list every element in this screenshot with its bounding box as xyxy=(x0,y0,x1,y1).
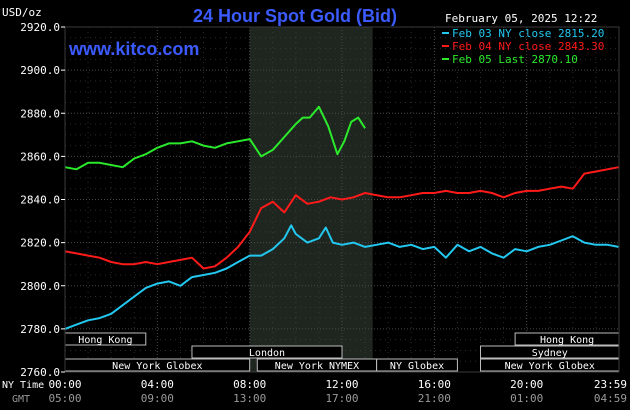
legend-entry: Feb 05 Last 2870.10 xyxy=(452,53,578,66)
x-tick-label-ny: 00:00 xyxy=(48,378,81,391)
y-tick-label: 2900.0 xyxy=(20,64,60,77)
x-tick-label-gmt: 17:00 xyxy=(325,392,358,405)
market-session-bars: Hong Kong London New York Globex New York N… xyxy=(64,332,620,372)
y-tick-label: 2760.0 xyxy=(20,366,60,379)
x-tick-label-gmt: 13:00 xyxy=(233,392,266,405)
gmt-label: GMT xyxy=(12,394,30,405)
x-tick-label-ny: 23:59 xyxy=(594,378,627,391)
x-tick-label-gmt: 01:00 xyxy=(510,392,543,405)
session-label: New York Globex xyxy=(505,361,595,372)
session-bar xyxy=(376,358,458,372)
session-label: London xyxy=(249,348,285,359)
x-tick-label-gmt: 04:59 xyxy=(594,392,627,405)
site-url: www.kitco.com xyxy=(68,39,199,59)
series-line-1 xyxy=(64,224,619,330)
session-label: New York Globex xyxy=(112,361,202,372)
y-tick-label: 2800.0 xyxy=(20,280,60,293)
y-tick-label: 2880.0 xyxy=(20,107,60,120)
ny-time-label: NY Time xyxy=(2,380,44,391)
x-tick-label-gmt: 05:00 xyxy=(48,392,81,405)
y-tick-label: 2780.0 xyxy=(20,323,60,336)
series-line-2 xyxy=(64,166,619,270)
session-label: NY Globex xyxy=(390,361,444,372)
chart-title: 24 Hour Spot Gold (Bid) xyxy=(193,6,397,26)
session-label: Hong Kong xyxy=(78,335,132,346)
legend-entry: Feb 03 NY close 2815.20 xyxy=(452,27,604,40)
x-tick-label-ny: 16:00 xyxy=(418,378,451,391)
series-line-3 xyxy=(64,105,366,171)
x-tick-label-ny: 04:00 xyxy=(141,378,174,391)
session-label: Sydney xyxy=(532,348,568,359)
x-tick-label-gmt: 21:00 xyxy=(418,392,451,405)
session-label: New York NYMEX xyxy=(275,361,359,372)
legend-entry: Feb 04 NY close 2843.30 xyxy=(452,40,604,53)
timestamp: February 05, 2025 12:22 xyxy=(445,12,597,25)
y-tick-label: 2840.0 xyxy=(20,194,60,207)
session-label: Hong Kong xyxy=(540,335,594,346)
x-tick-label-ny: 20:00 xyxy=(510,378,543,391)
y-tick-label: 2820.0 xyxy=(20,237,60,250)
session-bar xyxy=(191,345,343,359)
x-tick-label-ny: 08:00 xyxy=(233,378,266,391)
y-axis-ticks: 2760.0 2780.0 2800.0 2820.0 2840.0 2860.0 2880… xyxy=(20,21,65,379)
x-tick-label-ny: 12:00 xyxy=(325,378,358,391)
units-label: USD/oz xyxy=(2,6,42,19)
price-series xyxy=(64,105,619,330)
x-tick-label-gmt: 09:00 xyxy=(141,392,174,405)
y-tick-label: 2860.0 xyxy=(20,150,60,163)
y-tick-label: 2920.0 xyxy=(20,21,60,34)
